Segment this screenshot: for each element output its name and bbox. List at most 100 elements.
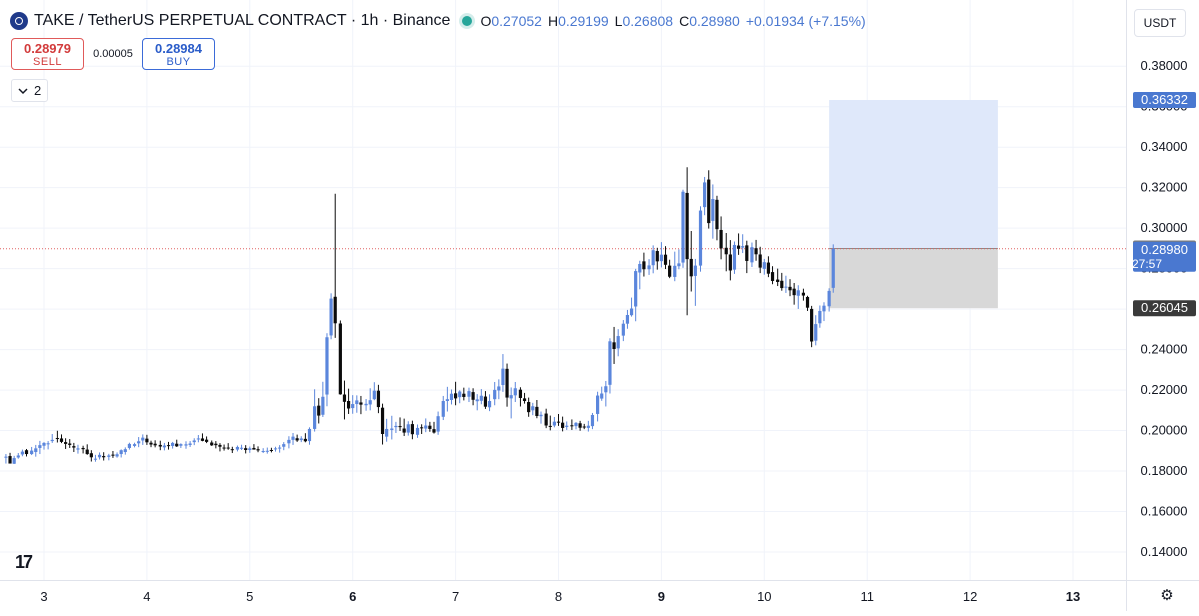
candle-body xyxy=(171,442,175,446)
settings-gear-icon[interactable]: ⚙ xyxy=(1160,587,1174,604)
candle-down xyxy=(544,408,548,429)
currency-selector[interactable]: USDT xyxy=(1134,9,1186,37)
ohlc-close-key: C xyxy=(679,13,690,29)
candle-up xyxy=(651,245,655,274)
candle-body xyxy=(479,395,483,401)
candle-body xyxy=(604,386,608,393)
candle-body xyxy=(364,403,368,406)
candle-down xyxy=(24,448,29,457)
candle-up xyxy=(501,354,505,392)
candle-body xyxy=(55,438,59,440)
candle-body xyxy=(428,425,432,429)
candle-body xyxy=(141,437,145,441)
candle-body xyxy=(287,439,291,444)
candle-up xyxy=(313,389,317,432)
indicators-count: 2 xyxy=(34,83,42,98)
candle-down xyxy=(522,392,527,404)
tradingview-logo-icon[interactable]: 17 xyxy=(15,552,33,572)
candle-up xyxy=(750,242,754,268)
candle-up xyxy=(390,415,394,440)
candle-up xyxy=(638,260,642,290)
candle-down xyxy=(303,433,307,443)
candle-body xyxy=(184,444,188,446)
candle-body xyxy=(758,254,762,268)
candle-up xyxy=(458,390,462,404)
indicators-toggle[interactable]: 2 xyxy=(11,79,49,102)
candle-down xyxy=(758,246,762,274)
y-tick-label: 0.32000 xyxy=(1141,180,1188,195)
candle-down xyxy=(719,216,723,260)
candle-body xyxy=(338,323,342,395)
candle-down xyxy=(342,380,347,420)
candle-body xyxy=(634,271,638,307)
candle-down xyxy=(471,388,475,406)
candle-body xyxy=(625,314,630,324)
candle-body xyxy=(76,448,80,450)
x-tick-label: 10 xyxy=(757,589,771,604)
price-label-stop xyxy=(1133,300,1196,317)
symbol-title[interactable]: TAKE / TetherUS PERPETUAL CONTRACT · 1h … xyxy=(34,12,451,29)
ohlc-open-key: O xyxy=(480,13,492,29)
candle-up xyxy=(123,447,127,455)
candle-body xyxy=(24,450,29,455)
candle-down xyxy=(420,424,424,435)
candle-body xyxy=(518,389,523,398)
candle-up xyxy=(693,258,697,306)
candle-body xyxy=(642,261,646,270)
candle-down xyxy=(707,170,711,229)
candle-up xyxy=(831,244,835,293)
candle-body xyxy=(218,444,222,447)
candle-down xyxy=(200,433,205,442)
candle-down xyxy=(754,239,758,261)
candle-body xyxy=(204,439,209,442)
candle-body xyxy=(745,245,749,261)
candle-body xyxy=(467,391,471,397)
candle-body xyxy=(574,422,578,427)
candle-body xyxy=(81,447,85,450)
candle-body xyxy=(663,254,668,265)
candle-up xyxy=(364,398,368,411)
candle-up xyxy=(475,394,479,411)
candle-body xyxy=(153,443,157,446)
candle-up xyxy=(107,453,111,461)
candle-body xyxy=(342,394,347,402)
candle-up xyxy=(703,176,707,216)
candle-body xyxy=(539,414,543,417)
candle-up xyxy=(586,420,590,432)
candle-down xyxy=(230,446,234,454)
candle-down xyxy=(256,446,260,453)
candle-body xyxy=(822,305,826,312)
candle-body xyxy=(556,421,561,423)
y-tick-label: 0.30000 xyxy=(1141,220,1188,235)
candle-up xyxy=(509,387,513,419)
candle-body xyxy=(754,248,758,255)
candle-body xyxy=(68,443,72,445)
candle-body xyxy=(796,290,800,296)
buy-price: 0.28984 xyxy=(155,41,202,56)
candle-down xyxy=(175,439,179,447)
candle-body xyxy=(380,407,385,435)
candle-body xyxy=(115,454,119,457)
candle-body xyxy=(608,341,612,385)
buy-button[interactable]: 0.28984 BUY xyxy=(142,38,215,70)
candle-body xyxy=(222,447,226,449)
candle-up xyxy=(441,395,445,421)
candle-down xyxy=(724,233,728,272)
candle-down xyxy=(145,434,149,445)
candle-body xyxy=(548,425,552,427)
candle-down xyxy=(810,305,814,348)
candle-body xyxy=(827,290,831,307)
candle-body xyxy=(355,400,359,405)
candle-body xyxy=(313,406,317,429)
candle-down xyxy=(518,387,523,407)
ohlc-low-key: L xyxy=(614,13,623,29)
candle-up xyxy=(372,382,376,401)
candle-body xyxy=(346,401,351,409)
candle-up xyxy=(265,447,269,454)
target-zone xyxy=(829,100,998,249)
candle-body xyxy=(42,442,46,446)
candle-up xyxy=(50,434,54,443)
sell-button[interactable]: 0.28979 SELL xyxy=(11,38,84,70)
